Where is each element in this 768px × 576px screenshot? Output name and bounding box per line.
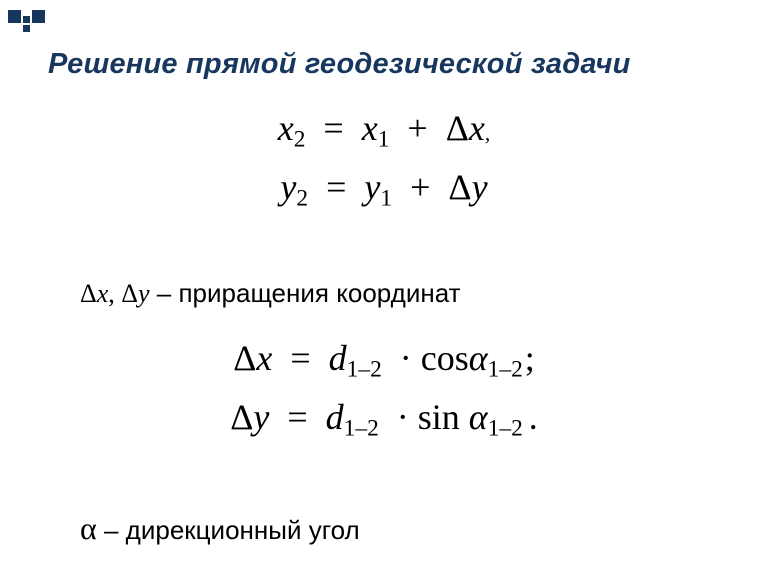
formula-line: Δy = d1–2 ·sin α1–2. (0, 389, 768, 448)
caption-increments: Δx, Δy – приращения координат (80, 278, 461, 309)
deco-square-icon (23, 16, 30, 23)
deco-square-icon (23, 25, 30, 32)
formula-line: Δx = d1–2 ·cosα1–2; (0, 330, 768, 389)
corner-decoration (8, 10, 45, 32)
page-title: Решение прямой геодезической задачи (48, 48, 748, 81)
formula-line: x2 = x1 + Δx, (0, 100, 768, 159)
formula-coordinates: x2 = x1 + Δx, y2 = y1 + Δy (0, 100, 768, 218)
caption-direction-angle: α – дирекционный угол (80, 510, 360, 547)
deco-square-icon (32, 10, 45, 23)
formula-line: y2 = y1 + Δy (0, 159, 768, 218)
slide: Решение прямой геодезической задачи x2 =… (0, 0, 768, 576)
deco-square-icon (8, 10, 21, 23)
formula-deltas: Δx = d1–2 ·cosα1–2; Δy = d1–2 ·sin α1–2. (0, 330, 768, 448)
